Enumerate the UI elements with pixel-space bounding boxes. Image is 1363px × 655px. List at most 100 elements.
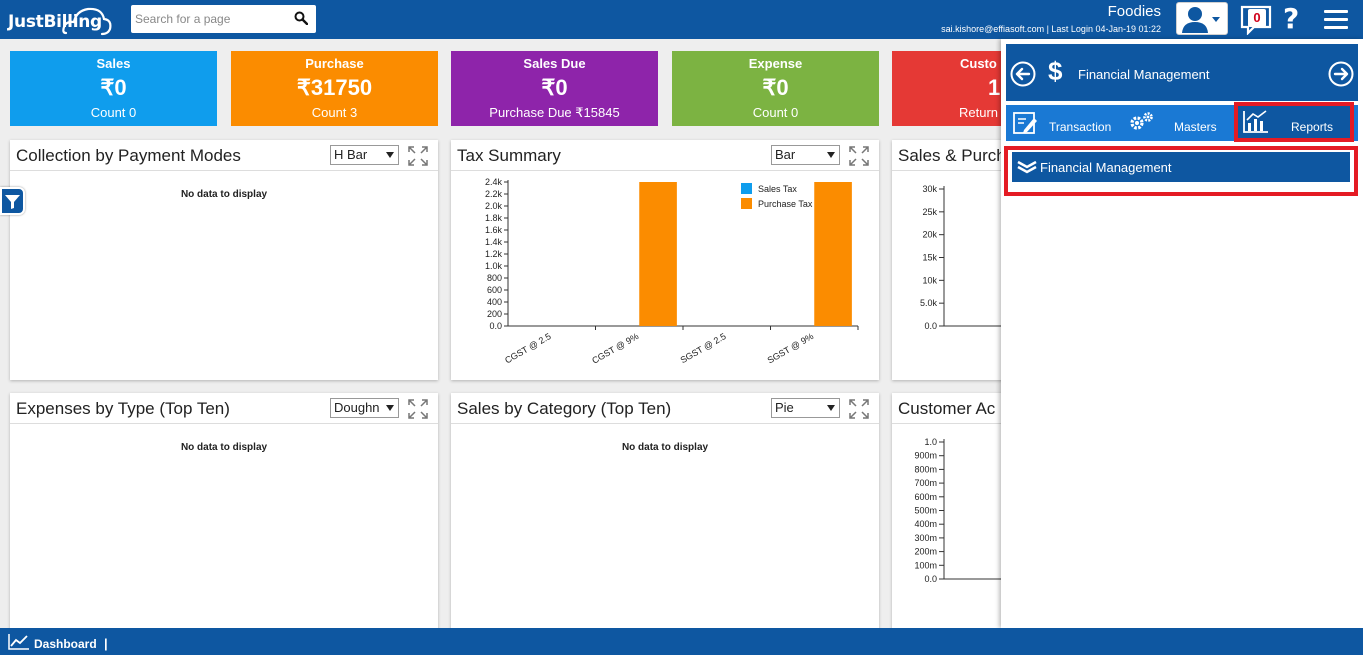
app-logo[interactable]: JustBilling [6,3,112,36]
y-tick-label: 200 [487,309,502,319]
y-tick-label: 900m [914,451,937,461]
no-data-message: No data to display [180,189,268,200]
sales-purchase-chart: 0.0 5.0k 10k 15k 20k 25k 30k [920,184,1002,331]
x-tick-label: SGST @ 2.5 [679,331,728,365]
tab-masters[interactable]: Masters [1124,105,1234,141]
search-box [131,5,316,33]
expenses-panel: Expenses by Type (Top Ten) Doughn No dat… [10,393,438,633]
chevron-down-icon [827,405,835,411]
y-tick-label: 500m [914,506,937,516]
tax-summary-panel: Tax Summary Bar 0.0 200 400 600 800 1.0k 1.2k 1… [451,140,879,380]
cloud-logo-icon [62,7,112,36]
panel-header: Tax Summary Bar [451,140,879,171]
select-value: Bar [775,147,796,162]
card-subtitle: Purchase Due ₹15845 [489,105,620,120]
panel-header: Sales by Category (Top Ten) Pie [451,393,879,424]
footer-bar: Dashboard | [0,628,1363,655]
search-icon[interactable] [294,11,308,25]
panel-title: Customer Ac [898,399,996,418]
y-tick-label: 15k [922,253,937,263]
y-tick-label: 1.4k [485,237,503,247]
logo-text: JustBilling [8,12,102,32]
search-input[interactable] [131,5,291,33]
chevron-down-icon [1212,17,1220,22]
card-title: Purchase [305,56,364,71]
footer-dashboard-link[interactable]: Dashboard [34,637,97,651]
financial-management-section[interactable]: Financial Management [1004,146,1358,196]
panel-title: Collection by Payment Modes [16,146,241,165]
card-value: 1 [988,75,1001,100]
expand-icon[interactable] [408,399,428,419]
tab-reports[interactable]: Reports [1234,102,1354,142]
card-subtitle: Count 3 [311,105,358,120]
y-tick-label: 400 [487,297,502,307]
select-value: Pie [775,400,794,415]
card-subtitle: Return [959,105,999,120]
dollar-icon: $ [1048,56,1063,86]
y-tick-label: 700m [914,478,937,488]
y-tick-label: 25k [922,207,937,217]
y-tick-label: 5.0k [920,298,938,308]
bar-purchase-tax [639,182,677,326]
chevron-down-icon [827,152,835,158]
user-menu-button[interactable] [1176,2,1228,35]
collection-panel: Collection by Payment Modes H Bar No dat… [10,140,438,380]
message-icon [1240,5,1272,35]
arrow-left-circle-icon[interactable] [1010,61,1036,87]
chevron-down-icon [386,405,394,411]
y-tick-label: 200m [914,547,937,557]
card-value: ₹0 [541,75,568,100]
y-tick-label: 20k [922,230,937,240]
chart-type-select[interactable]: Bar [771,145,840,165]
expand-icon[interactable] [408,146,428,166]
sales-card[interactable]: Sales ₹0 Count 0 [10,51,217,126]
tab-transaction[interactable]: Transaction [1006,105,1121,141]
card-value: ₹0 [762,75,789,100]
user-icon [1182,7,1220,33]
chart-type-select[interactable]: Pie [771,398,840,418]
side-panel-header: $ Financial Management [1006,44,1358,101]
section-header[interactable]: Financial Management [1012,152,1350,182]
panel-title: Sales by Category (Top Ten) [457,399,672,418]
tab-label: Transaction [1049,120,1112,134]
customer-chart: 0.0 100m 200m 300m 400m 500m 600m 700m 800m 900m 1… [914,437,1002,584]
expense-card[interactable]: Expense ₹0 Count 0 [672,51,879,126]
legend-swatch [741,198,752,209]
y-tick-label: 300m [914,533,937,543]
expand-icon[interactable] [849,399,869,419]
y-tick-label: 800 [487,273,502,283]
purchase-card[interactable]: Purchase ₹31750 Count 3 [231,51,438,126]
y-tick-label: 1.0 [924,437,937,447]
chart-type-select[interactable]: Doughn [330,398,399,418]
card-subtitle: Count 0 [90,105,137,120]
legend-label: Sales Tax [758,184,797,194]
x-tick-label: CGST @ 2.5 [503,331,553,365]
y-tick-label: 1.8k [485,213,503,223]
y-tick-label: 0.0 [924,574,937,584]
notifications-button[interactable]: 0 [1240,5,1272,35]
expand-icon[interactable] [849,146,869,166]
y-tick-label: 30k [922,184,937,194]
arrow-right-circle-icon[interactable] [1328,61,1354,87]
select-value: Doughn [334,400,380,415]
customer-card[interactable]: Custo 1 Return [892,51,1001,126]
x-tick-label: CGST @ 9% [590,331,640,366]
card-title: Expense [748,56,803,71]
tab-label: Masters [1174,120,1217,134]
hamburger-menu-icon[interactable] [1324,10,1348,30]
filter-button[interactable] [0,187,25,215]
no-data-message: No data to display [180,442,268,453]
chevron-down-icon [386,152,394,158]
y-tick-label: 1.6k [485,225,503,235]
card-subtitle: Count 0 [752,105,799,120]
sales-category-panel: Sales by Category (Top Ten) Pie No data … [451,393,879,633]
y-tick-label: 0.0 [489,321,502,331]
help-button[interactable]: ? [1283,2,1300,35]
tax-summary-chart: 0.0 200 400 600 800 1.0k 1.2k 1.4k 1.6k 1.8k 2.0k 2… [485,177,859,366]
panel-title: Expenses by Type (Top Ten) [16,399,230,418]
sales-due-card[interactable]: Sales Due ₹0 Purchase Due ₹15845 [451,51,658,126]
org-name: Foodies [1107,3,1161,20]
y-tick-label: 1.0k [485,261,503,271]
chart-type-select[interactable]: H Bar [330,145,399,165]
y-tick-label: 800m [914,464,937,474]
